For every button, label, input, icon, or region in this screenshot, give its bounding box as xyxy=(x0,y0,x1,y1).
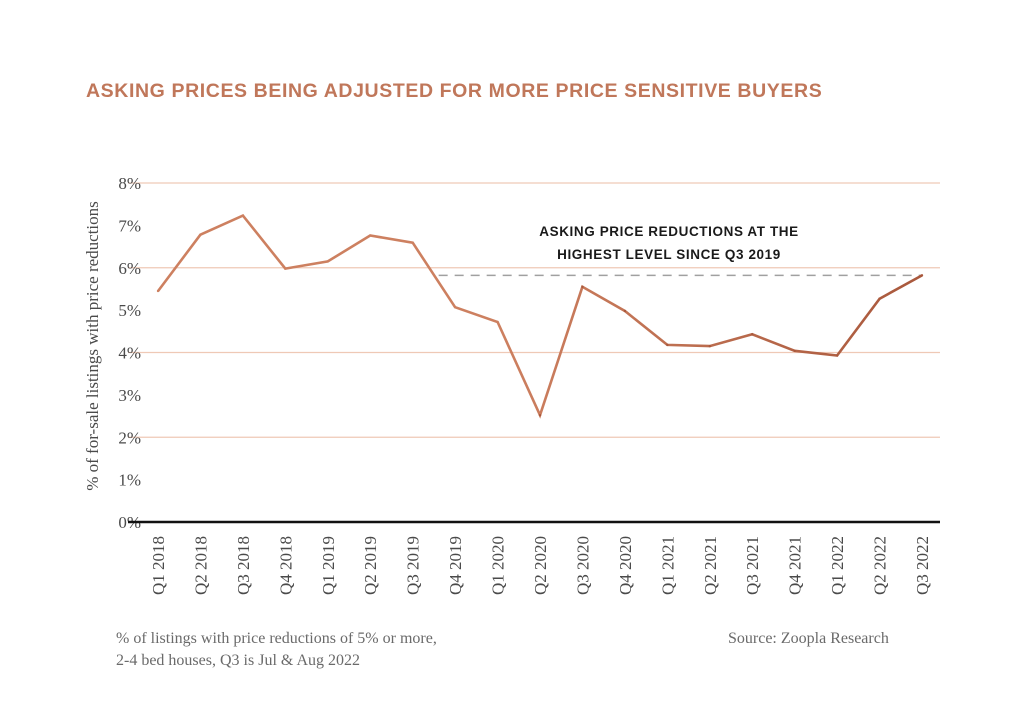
data-point xyxy=(241,214,245,217)
x-tick-label: Q1 2018 xyxy=(149,536,168,595)
chart-title: ASKING PRICES BEING ADJUSTED FOR MORE PR… xyxy=(86,80,823,102)
y-tick-label: 2% xyxy=(118,428,141,447)
data-point xyxy=(793,349,796,353)
x-tick-label: Q1 2019 xyxy=(319,536,338,595)
data-point xyxy=(878,297,881,300)
y-tick-label: 3% xyxy=(118,386,141,405)
data-point xyxy=(411,241,414,244)
y-axis-label: % of for-sale listings with price reduct… xyxy=(83,201,102,491)
x-tick-label: Q3 2022 xyxy=(913,536,932,595)
y-tick-label: 5% xyxy=(118,301,141,320)
source-note: Source: Zoopla Research xyxy=(728,630,889,647)
y-tick-label: 7% xyxy=(118,216,141,235)
gridlines xyxy=(128,182,940,438)
x-tick-label: Q4 2019 xyxy=(446,536,465,595)
data-point xyxy=(369,234,372,237)
x-tick-label: Q2 2022 xyxy=(871,536,890,595)
data-point xyxy=(199,233,202,236)
y-tick-label: 4% xyxy=(118,344,141,363)
data-point xyxy=(751,333,754,336)
x-tick-label: Q4 2020 xyxy=(616,536,635,595)
data-point xyxy=(666,343,669,347)
data-point xyxy=(581,285,584,289)
data-point xyxy=(920,274,924,277)
footnote-line-2: 2-4 bed houses, Q3 is Jul & Aug 2022 xyxy=(116,652,360,669)
data-point xyxy=(284,267,287,270)
x-tick-label: Q2 2021 xyxy=(701,536,720,595)
annotation: ASKING PRICE REDUCTIONS AT THE HIGHEST L… xyxy=(539,224,799,262)
annotation-line-2: HIGHEST LEVEL SINCE Q3 2019 xyxy=(557,247,781,262)
footnote-line-1: % of listings with price reductions of 5… xyxy=(116,630,437,647)
data-point xyxy=(496,320,499,324)
series-line xyxy=(156,214,923,419)
x-tick-label: Q3 2021 xyxy=(743,536,762,595)
x-axis-ticks: Q1 2018 Q2 2018 Q3 2018 Q4 2018 Q1 2019 Q2 20… xyxy=(149,536,932,595)
data-point xyxy=(326,260,329,263)
data-point xyxy=(623,309,627,313)
data-point xyxy=(156,289,160,293)
x-tick-label: Q1 2021 xyxy=(658,536,677,595)
annotation-line-1: ASKING PRICE REDUCTIONS AT THE xyxy=(539,224,799,239)
x-tick-label: Q1 2022 xyxy=(828,536,847,595)
data-point xyxy=(835,354,839,357)
x-tick-label: Q4 2018 xyxy=(276,536,295,595)
x-tick-label: Q3 2020 xyxy=(573,536,592,595)
y-tick-label: 8% xyxy=(118,174,141,193)
data-point xyxy=(708,344,711,348)
y-tick-label: 6% xyxy=(118,259,141,278)
x-tick-label: Q3 2018 xyxy=(234,536,253,595)
x-tick-label: Q2 2019 xyxy=(361,536,380,595)
data-point xyxy=(453,305,457,309)
x-tick-label: Q2 2018 xyxy=(191,536,210,595)
y-tick-label: 1% xyxy=(118,471,141,490)
x-tick-label: Q1 2020 xyxy=(489,536,508,595)
data-point xyxy=(538,414,542,417)
y-axis-ticks: 0%1%2%3%4%5%6%7%8% xyxy=(118,174,141,532)
x-tick-label: Q3 2019 xyxy=(404,536,423,595)
x-tick-label: Q4 2021 xyxy=(786,536,805,595)
footnote: % of listings with price reductions of 5… xyxy=(116,628,437,672)
x-tick-label: Q2 2020 xyxy=(531,536,550,595)
